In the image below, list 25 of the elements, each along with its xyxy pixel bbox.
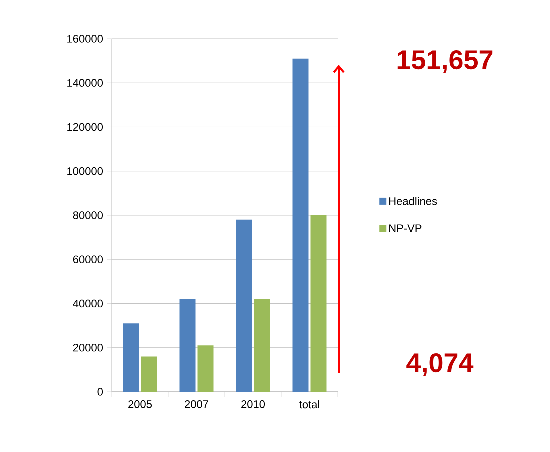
y-tick-label: 120000 [68,123,104,132]
text: 151,657 [398,50,493,74]
bar [198,346,214,392]
bar [141,356,158,392]
x-tick-label: total [300,400,320,409]
bar [180,299,196,392]
x-tick-label: 2005 [128,400,152,408]
y-tick-label: 100000 [68,167,104,176]
y-tick-label: 0 [98,388,104,396]
bar [123,324,140,392]
y-tick-label: 160000 [68,35,104,43]
y-tick-label: 80000 [73,212,104,220]
bar [236,220,252,392]
y-tick-label: 40000 [73,300,104,308]
legend-label: NP-VP [390,224,422,232]
x-tick-label: 2007 [185,400,208,408]
bar [292,58,309,392]
bar [310,215,327,392]
y-tick-label: 60000 [73,256,104,264]
y-tick-label: 140000 [68,79,104,88]
bar [254,299,270,392]
text: 4,074 [406,353,474,377]
y-tick-label: 20000 [73,344,104,352]
x-tick-label: 2010 [242,400,266,408]
legend-label: Headlines [390,197,438,206]
